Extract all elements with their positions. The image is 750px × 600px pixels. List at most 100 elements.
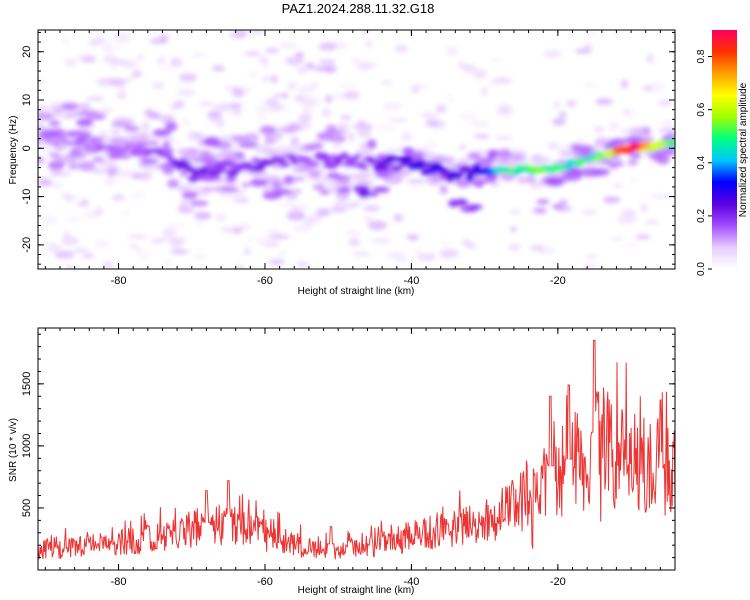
spectrogram-cell <box>177 186 191 193</box>
spectrogram-cell <box>191 52 203 58</box>
spectrogram-cell <box>593 264 604 269</box>
spectrogram-cell <box>279 102 288 113</box>
spectrogram-cell <box>551 204 563 209</box>
spectrogram-cell <box>531 153 542 164</box>
spectrogram-cell <box>425 119 439 127</box>
spectrogram-cell <box>411 150 426 160</box>
spectrogram-cell <box>98 130 108 138</box>
colorbar-label: Normalized spectral amplitude <box>738 82 749 217</box>
spectrogram-cell <box>401 155 413 163</box>
spectrogram-cell <box>152 129 171 137</box>
spectrogram-cell <box>616 214 637 225</box>
spectrogram-cell <box>219 192 237 200</box>
spectrogram-cell <box>165 258 173 269</box>
spectrogram-cell <box>290 189 302 194</box>
spectrogram-cell <box>48 119 61 127</box>
spectrogram-cell <box>221 185 239 193</box>
spectrogram-cell <box>280 92 289 99</box>
spectrogram-cell <box>169 238 184 249</box>
spectrogram-cell <box>211 104 231 112</box>
spectrogram-cell <box>436 104 447 114</box>
spectrogram-cell <box>101 107 114 112</box>
spectrogram-cell <box>54 250 75 259</box>
spectrogram-cell <box>89 30 106 34</box>
spectrogram-cell <box>109 78 127 87</box>
spectrogram-cell <box>325 95 332 104</box>
spectrogram-cell <box>457 198 466 206</box>
spectrogram-cell <box>66 112 77 119</box>
spectrogram-cell <box>394 44 408 53</box>
snr-x-tick-label: -20 <box>550 576 566 588</box>
spectrogram-cell <box>38 104 51 115</box>
spectrogram-cell <box>38 123 45 132</box>
spectrogram-cell <box>152 82 165 90</box>
spectrogram-cell <box>340 115 352 120</box>
spectrogram-cell <box>286 210 306 221</box>
spectrogram-cell <box>498 165 507 173</box>
spectrogram-cell <box>264 47 280 54</box>
spectrogram-cell <box>437 156 456 164</box>
colorbar-tick-label: 0.8 <box>696 49 707 63</box>
spectrogram-cell <box>622 109 630 115</box>
spectrogram-cell <box>318 153 332 162</box>
spectrogram-cell <box>169 249 189 254</box>
spectrogram-cell <box>587 156 596 162</box>
spectrogram-cell <box>402 147 414 156</box>
spectrogram-cell <box>514 164 524 172</box>
spectrogram-cell <box>233 197 250 203</box>
snr-x-axis-label: Height of straight line (km) <box>298 585 415 596</box>
spectrogram-cell <box>585 253 598 260</box>
spectrogram-cell <box>200 52 208 58</box>
spectrogram-cell <box>290 136 299 147</box>
spectrogram-cell <box>439 249 459 259</box>
spectrogram-cell <box>271 155 279 162</box>
spectrogram-cell <box>248 70 258 79</box>
spectrogram-cell <box>238 142 259 149</box>
spectrogram-cell <box>650 193 669 199</box>
spectrogram-cell <box>621 128 629 137</box>
spectrogram-cell <box>343 91 360 100</box>
spectrogram-cell <box>159 34 170 39</box>
spectrogram-cell <box>265 175 281 183</box>
spectrogram-cell <box>230 103 243 109</box>
spectrogram-cell <box>316 208 331 217</box>
spectrogram-cell <box>333 156 342 165</box>
snr-x-tick-label: -40 <box>403 576 419 588</box>
spectrogram-cell <box>576 158 587 165</box>
spectrogram-cell <box>345 156 357 165</box>
spectrogram-cell <box>486 149 500 157</box>
spectrogram-cell <box>110 129 121 134</box>
spectrogram-cell <box>252 164 265 172</box>
spectrogram-cell <box>536 207 547 214</box>
spectrogram-cell <box>38 157 45 163</box>
spectrogram-cell <box>566 100 577 108</box>
spectrogram-cell <box>326 172 341 180</box>
spectrogram-cell <box>48 160 65 171</box>
spectrogram-cell <box>187 148 199 155</box>
spectrogram-cell <box>66 264 74 269</box>
spectrogram-cell <box>165 121 178 132</box>
spectrogram-cell <box>193 157 214 163</box>
spectrogram-cell <box>312 184 326 190</box>
spectrogram-y-tick-label: 20 <box>21 46 33 58</box>
spectrogram-cell <box>189 200 209 207</box>
spectrogram-cell <box>78 161 96 172</box>
spectrogram-cell <box>38 178 52 187</box>
spectrogram-cell <box>282 145 300 153</box>
spectrogram-cell <box>420 168 433 176</box>
spectrogram-cell <box>271 181 283 189</box>
spectrogram-cell <box>363 216 373 222</box>
spectrogram-cell <box>187 175 199 183</box>
spectrogram-cell <box>473 133 490 139</box>
spectrogram-cell <box>621 209 636 218</box>
spectrogram-cell <box>372 186 390 193</box>
spectrogram-cell <box>251 157 260 164</box>
spectrogram-cell <box>151 147 162 154</box>
spectrogram-cell <box>352 185 370 191</box>
spectrogram-cell <box>231 135 250 143</box>
spectrogram-cell <box>131 173 140 179</box>
spectrogram-cell <box>268 259 286 265</box>
spectrogram-cell <box>470 121 490 127</box>
spectrogram-cell <box>61 193 69 200</box>
spectrogram-cell <box>552 118 566 126</box>
